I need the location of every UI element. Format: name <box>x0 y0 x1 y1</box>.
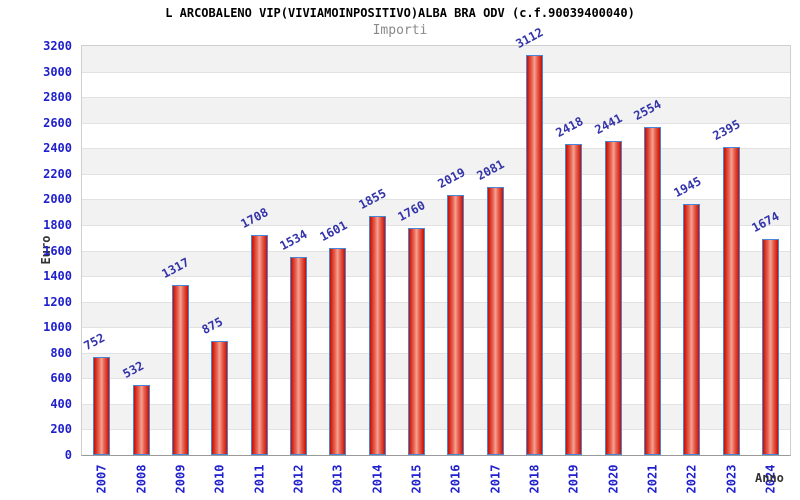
bar <box>683 204 701 455</box>
gridline <box>82 173 790 175</box>
bar <box>329 248 347 455</box>
x-tick-label: 2012 <box>291 464 306 494</box>
y-tick-label: 2600 <box>43 115 72 130</box>
plot-band <box>82 46 790 72</box>
plot-band <box>82 352 790 379</box>
plot-band <box>82 403 790 430</box>
x-tick-label: 2016 <box>448 464 463 494</box>
bar <box>761 239 779 455</box>
gridline <box>82 378 790 380</box>
y-tick-label: 200 <box>50 422 72 437</box>
gridline <box>82 122 790 124</box>
x-tick-label: 2017 <box>487 464 502 494</box>
gridline <box>82 327 790 329</box>
plot-band <box>82 97 790 123</box>
bar <box>643 126 661 455</box>
bar <box>368 215 386 455</box>
bar <box>211 341 229 455</box>
y-tick-label: 800 <box>50 345 72 360</box>
gridline <box>82 97 790 99</box>
plot-band <box>82 173 790 200</box>
bar <box>486 187 504 455</box>
x-tick-label: 2021 <box>645 464 660 494</box>
y-tick-label: 0 <box>64 448 72 462</box>
plot-band <box>82 327 790 353</box>
plot-band <box>82 224 790 251</box>
chart-title: L ARCOBALENO VIP(VIVIAMOINPOSITIVO)ALBA … <box>165 6 635 20</box>
x-axis-tick-labels: 2007 2008 2009 2010 2011 2012 2013 2014 2015 2016… <box>82 460 790 498</box>
plot-band <box>82 122 790 149</box>
gridline <box>82 352 790 354</box>
x-tick-label: 2007 <box>94 464 109 494</box>
y-tick-label: 1200 <box>43 294 72 309</box>
gridline <box>82 301 790 303</box>
x-tick-label: 2018 <box>527 464 542 494</box>
x-axis-title: Anno <box>755 471 784 485</box>
plot-band <box>82 199 790 225</box>
x-tick-label: 2011 <box>251 464 266 494</box>
y-tick-label: 600 <box>50 371 72 386</box>
x-tick-label: 2010 <box>212 464 227 494</box>
plot-band <box>82 429 790 455</box>
bar <box>447 194 465 455</box>
plot-band <box>82 71 790 98</box>
x-tick-label: 2019 <box>566 464 581 494</box>
y-tick-label: 1800 <box>43 217 72 232</box>
x-tick-label: 2022 <box>684 464 699 494</box>
x-tick-label: 2023 <box>723 464 738 494</box>
bar <box>289 256 307 455</box>
plot-band <box>82 276 790 302</box>
y-tick-label: 1400 <box>43 269 72 284</box>
x-tick-label: 2009 <box>173 464 188 494</box>
y-tick-label: 2200 <box>43 166 72 181</box>
bar <box>93 356 111 455</box>
gridline <box>82 224 790 226</box>
gridline <box>82 250 790 252</box>
gridline <box>82 199 790 201</box>
gridline <box>82 403 790 405</box>
bar <box>565 143 583 455</box>
gridline <box>82 148 790 150</box>
plot-band <box>82 301 790 328</box>
x-tick-label: 2020 <box>605 464 620 494</box>
bar <box>171 284 189 455</box>
plot-band <box>82 148 790 174</box>
y-tick-label: 2000 <box>43 192 72 207</box>
bar <box>722 146 740 455</box>
plot-area: 752 532 1317 875 1708 1534 1601 1855 1760 2019 208… <box>81 25 791 456</box>
y-axis-tick-labels: 0 200 400 600 800 1000 1200 1400 1600 1800 2000 220… <box>0 39 72 462</box>
y-tick-label: 3200 <box>43 39 72 53</box>
gridline <box>82 429 790 431</box>
x-tick-label: 2013 <box>330 464 345 494</box>
chart-subtitle: Importi <box>372 23 428 38</box>
x-tick-label: 2014 <box>369 464 384 494</box>
bar <box>132 385 150 455</box>
y-tick-label: 1000 <box>43 320 72 335</box>
plot-band <box>82 250 790 277</box>
x-tick-label: 2008 <box>133 464 148 494</box>
y-tick-label: 1600 <box>43 243 72 258</box>
plot-band <box>82 378 790 404</box>
x-tick-label: 2015 <box>409 464 424 494</box>
gridline <box>82 276 790 278</box>
bar <box>250 234 268 455</box>
bar <box>407 228 425 455</box>
gridline <box>82 71 790 73</box>
y-tick-label: 2400 <box>43 141 72 156</box>
bar <box>525 55 543 455</box>
y-tick-label: 2800 <box>43 90 72 105</box>
y-tick-label: 400 <box>50 396 72 411</box>
bar <box>604 141 622 455</box>
y-tick-label: 3000 <box>43 64 72 79</box>
